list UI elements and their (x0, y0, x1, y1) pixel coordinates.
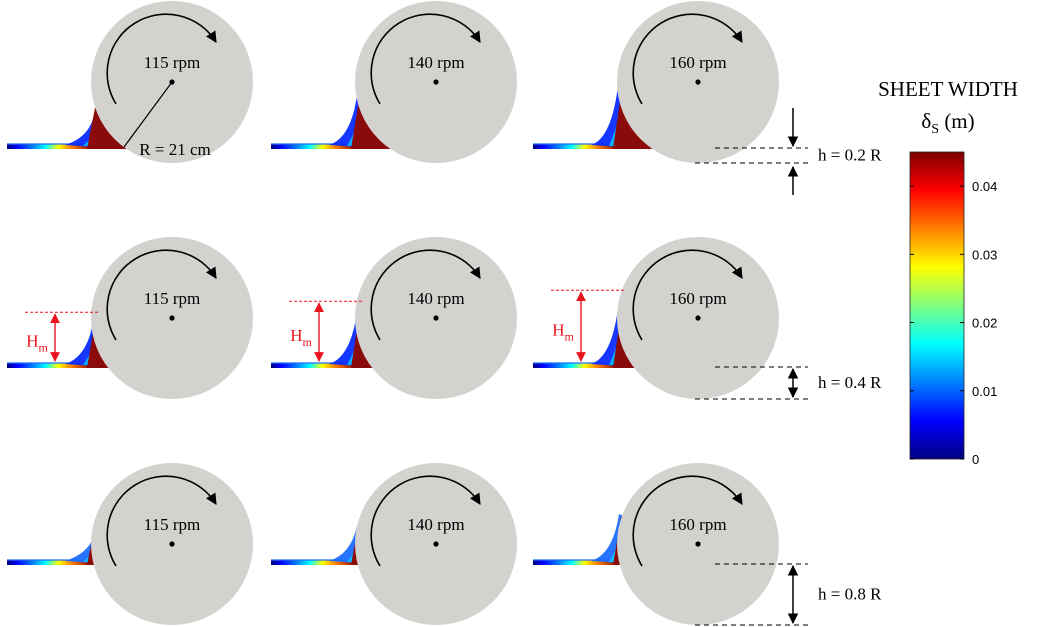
disk-center (433, 79, 439, 85)
panel-row-3-2: 140 rpm (271, 463, 517, 625)
panel-row-2-1: 115 rpm Hm (7, 237, 253, 399)
disk-center (695, 541, 701, 547)
water-sheet (271, 144, 357, 149)
row-3: 115 rpm 140 rpm 160 rpm (7, 463, 779, 625)
disk-center (433, 315, 439, 321)
panel-row-3-1: 115 rpm (7, 463, 253, 625)
colorbar-title: SHEET WIDTH (878, 77, 1018, 101)
speed-label: 115 rpm (144, 515, 201, 534)
height-annotations: h = 0.2 R h = 0.4 R h = 0.8 R (695, 108, 882, 626)
speed-label: 160 rpm (669, 289, 726, 308)
colorbar-unit: (m) (944, 109, 974, 133)
speed-label: 140 rpm (407, 515, 464, 534)
disk-center (695, 315, 701, 321)
rotation-arrow (632, 249, 743, 341)
colorbar-symbol-sub: S (931, 122, 939, 137)
rotation-arrow (106, 475, 217, 567)
water-sheet (533, 144, 619, 149)
colorbar-tick-label: 0.03 (972, 247, 997, 262)
radius-line (123, 81, 173, 148)
colorbar-tick-label: 0.04 (972, 179, 997, 194)
speed-label: 140 rpm (407, 289, 464, 308)
row-1: 115 rpm R = 21 cm 140 rpm 160 rpm (7, 1, 779, 163)
panel-row-3-3: 160 rpm (533, 463, 779, 625)
water-sheet (533, 363, 619, 368)
water-sheet (7, 363, 93, 368)
h-label: h = 0.8 R (818, 585, 882, 604)
panel-row-1-3: 160 rpm (533, 1, 779, 163)
hm-label: Hm (552, 321, 574, 344)
rotation-arrow (106, 13, 217, 105)
h-label: h = 0.4 R (818, 373, 882, 392)
colorbar-symbol: δ (921, 109, 931, 133)
colorbar: SHEET WIDTH δS (m) 0.04 0.03 0.02 0.01 0 (878, 77, 1018, 467)
rotation-arrow (632, 13, 743, 105)
rotation-arrow (370, 249, 481, 341)
panel-row-1-1: 115 rpm R = 21 cm (7, 1, 253, 163)
hm-label: Hm (26, 332, 48, 355)
disk-center (169, 315, 175, 321)
speed-label: 160 rpm (669, 53, 726, 72)
colorbar-tick-label: 0 (972, 452, 979, 467)
speed-label: 115 rpm (144, 53, 201, 72)
speed-label: 140 rpm (407, 53, 464, 72)
hm-label-sub: m (564, 330, 574, 344)
disk-center (433, 541, 439, 547)
panel-row-1-2: 140 rpm (271, 1, 517, 163)
speed-label: 115 rpm (144, 289, 201, 308)
rotation-arrow (106, 249, 217, 341)
h-annotation-row-3: h = 0.8 R (695, 563, 882, 626)
hm-label-main: H (552, 321, 564, 340)
hm-label-sub: m (38, 341, 48, 355)
water-sheet (271, 560, 357, 565)
speed-label: 160 rpm (669, 515, 726, 534)
h-annotation-row-2: h = 0.4 R (695, 366, 882, 400)
radius-label: R = 21 cm (139, 140, 210, 159)
rotation-arrow (632, 475, 743, 567)
h-annotation-row-1: h = 0.2 R (695, 108, 882, 195)
colorbar-symbol-label: δS (m) (921, 109, 974, 137)
colorbar-ticks: 0.04 0.03 0.02 0.01 0 (910, 179, 997, 467)
water-sheet (7, 144, 93, 149)
hm-label-main: H (290, 326, 302, 345)
hm-label-sub: m (302, 335, 312, 349)
disk-center (695, 79, 701, 85)
water-sheet (7, 560, 93, 565)
rotation-arrow (370, 475, 481, 567)
panel-row-2-2: 140 rpm Hm (271, 237, 517, 399)
colorbar-tick-label: 0.01 (972, 384, 997, 399)
panel-row-2-3: 160 rpm Hm (533, 237, 779, 399)
water-sheet (271, 363, 357, 368)
row-2: 115 rpm Hm 140 rpm Hm 160 rpm Hm (7, 237, 779, 399)
h-label: h = 0.2 R (818, 146, 882, 165)
hm-label-main: H (26, 332, 38, 351)
hm-label: Hm (290, 326, 312, 349)
colorbar-gradient (909, 151, 965, 460)
disk-center (169, 541, 175, 547)
water-sheet (533, 560, 619, 565)
rotation-arrow (370, 13, 481, 105)
colorbar-tick-label: 0.02 (972, 316, 997, 331)
